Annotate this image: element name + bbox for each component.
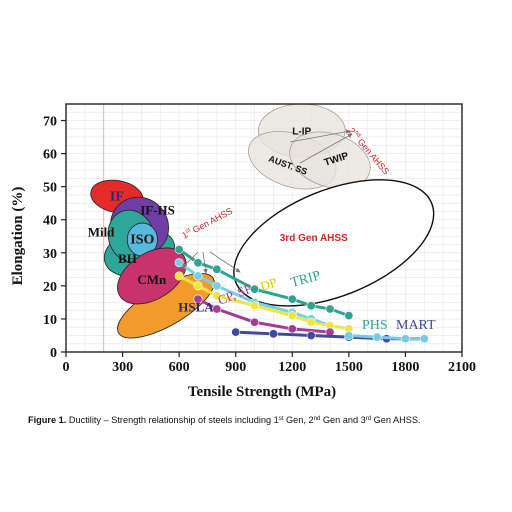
region-twip — [289, 131, 371, 189]
data-point — [372, 332, 382, 342]
data-point — [250, 317, 260, 327]
x-tick-label: 1800 — [391, 360, 419, 375]
x-tick-label: 0 — [63, 360, 70, 375]
region-label: CMn — [137, 272, 167, 287]
y-tick-label: 30 — [43, 247, 57, 262]
x-tick-label: 1500 — [335, 360, 363, 375]
data-point — [174, 258, 184, 268]
phs-label: PHS — [362, 318, 388, 333]
annotation-arrow — [299, 133, 353, 164]
figure-caption: Figure 1. Ductility – Strength relations… — [28, 414, 498, 426]
caption-text: Ductility – Strength relationship of ste… — [68, 415, 421, 425]
annotation-arrow — [289, 129, 351, 143]
data-point — [287, 324, 297, 334]
data-point — [174, 271, 184, 281]
y-tick-label: 70 — [43, 115, 57, 130]
steel-family-regions — [90, 103, 435, 339]
region-label: IF-HS — [140, 202, 175, 217]
annotation-arrow — [181, 251, 199, 269]
data-point — [344, 330, 354, 340]
data-point — [287, 294, 297, 304]
data-point — [344, 311, 354, 321]
data-point — [250, 284, 260, 294]
data-point — [231, 327, 241, 337]
series-line-5 — [348, 333, 425, 341]
data-point — [193, 281, 203, 291]
data-point — [174, 244, 184, 254]
region-label: IF — [110, 190, 124, 205]
data-point — [306, 330, 316, 340]
data-point — [400, 334, 410, 344]
annotation-arrow — [202, 251, 208, 274]
data-point — [325, 304, 335, 314]
dp-label: DP — [258, 274, 278, 293]
y-axis-title: Elongation (%) — [10, 187, 26, 286]
caption-label: Figure 1. — [28, 415, 67, 425]
y-tick-label: 60 — [43, 148, 57, 163]
mart-label: MART — [396, 318, 436, 333]
x-axis-title: Tensile Strength (MPa) — [188, 384, 336, 400]
x-tick-label: 600 — [169, 360, 190, 375]
y-tick-label: 20 — [43, 280, 57, 295]
x-tick-label: 1200 — [278, 360, 306, 375]
data-point — [212, 304, 222, 314]
data-point — [193, 258, 203, 268]
data-point — [212, 281, 222, 291]
data-point — [250, 301, 260, 311]
x-tick-label: 900 — [225, 360, 246, 375]
x-tick-label: 2100 — [448, 360, 476, 375]
region-cmn — [117, 247, 187, 305]
region-label: Mild — [88, 224, 115, 239]
y-tick-label: 50 — [43, 181, 57, 196]
y-tick-label: 10 — [43, 313, 57, 328]
plot-frame — [65, 103, 463, 353]
data-point — [193, 294, 203, 304]
data-point — [287, 311, 297, 321]
y-tick-label: 0 — [50, 346, 57, 361]
region-label: 3rd Gen AHSS — [280, 233, 348, 244]
data-point — [212, 291, 222, 301]
steel-grade-series — [174, 129, 429, 344]
data-point — [306, 317, 316, 327]
region-label: L-IP — [292, 126, 311, 137]
annotation-arrow — [209, 251, 241, 273]
region-label: BH — [118, 251, 137, 266]
x-tick-label: 300 — [112, 360, 133, 375]
region-label: HSLA — [178, 300, 214, 315]
data-point — [306, 301, 316, 311]
data-point — [212, 264, 222, 274]
data-point — [419, 334, 429, 344]
y-tick-label: 40 — [43, 214, 57, 229]
region-3rd-gen-ahss — [233, 179, 435, 307]
data-point — [193, 271, 203, 281]
chart-axes: 0 300 600 900 1200 1500 1800 2100 0 10 20 30 40 50 60 7… — [43, 103, 476, 375]
data-point — [268, 329, 278, 339]
region-label: ISO — [130, 233, 154, 248]
